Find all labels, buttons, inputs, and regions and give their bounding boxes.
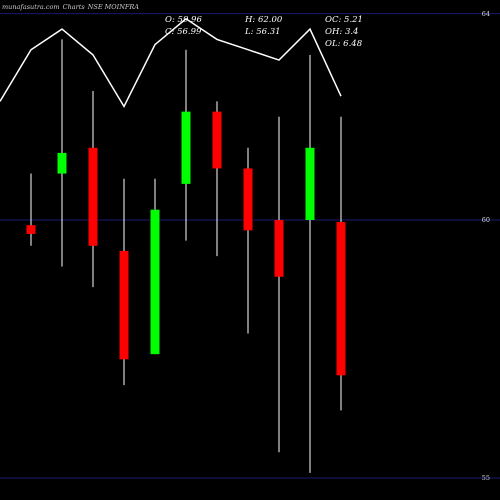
- candle-layer: [26, 39, 346, 473]
- y-tick-label: 60: [481, 216, 490, 224]
- candle: [150, 178, 160, 355]
- candle: [243, 147, 253, 334]
- candle: [181, 49, 191, 241]
- oh-value: OH: 3.4: [325, 27, 359, 37]
- overlay-line: [0, 17, 342, 109]
- candle: [88, 91, 98, 288]
- grid-layer: [0, 13, 500, 479]
- candle: [212, 101, 222, 257]
- candle-body: [243, 168, 253, 231]
- candle: [26, 173, 36, 246]
- candle-body: [150, 209, 160, 355]
- open-value: O: 59.96: [165, 15, 202, 25]
- candle: [305, 54, 315, 473]
- oc-value: OC: 5.21: [325, 15, 363, 25]
- candle-body: [119, 250, 129, 360]
- candle: [274, 116, 284, 453]
- candle: [336, 116, 346, 411]
- y-tick-label: 64: [481, 9, 490, 18]
- candle-body: [336, 222, 346, 376]
- credit-title: NSE MOINFRA: [87, 3, 139, 11]
- close-value: C: 56.99: [165, 27, 202, 37]
- credit-site: munafasutra.com: [2, 3, 60, 11]
- ol-value: OL: 6.48: [325, 39, 363, 49]
- high-value: H: 62.00: [245, 15, 283, 25]
- candle-body: [181, 111, 191, 184]
- candle: [119, 178, 129, 386]
- y-tick-label: 55: [481, 474, 490, 482]
- candle-body: [88, 147, 98, 246]
- candle-body: [26, 225, 36, 234]
- candle-body: [212, 111, 222, 169]
- candle: [57, 39, 67, 267]
- chart-credit: munafasutra.com Charts NSE MOINFRA: [2, 3, 142, 11]
- line-layer: [0, 17, 342, 109]
- candle-body: [305, 147, 315, 220]
- low-value: L: 56.31: [245, 27, 281, 37]
- credit-source: Charts: [62, 3, 85, 11]
- candle-body: [274, 220, 284, 277]
- candle-body: [57, 152, 67, 174]
